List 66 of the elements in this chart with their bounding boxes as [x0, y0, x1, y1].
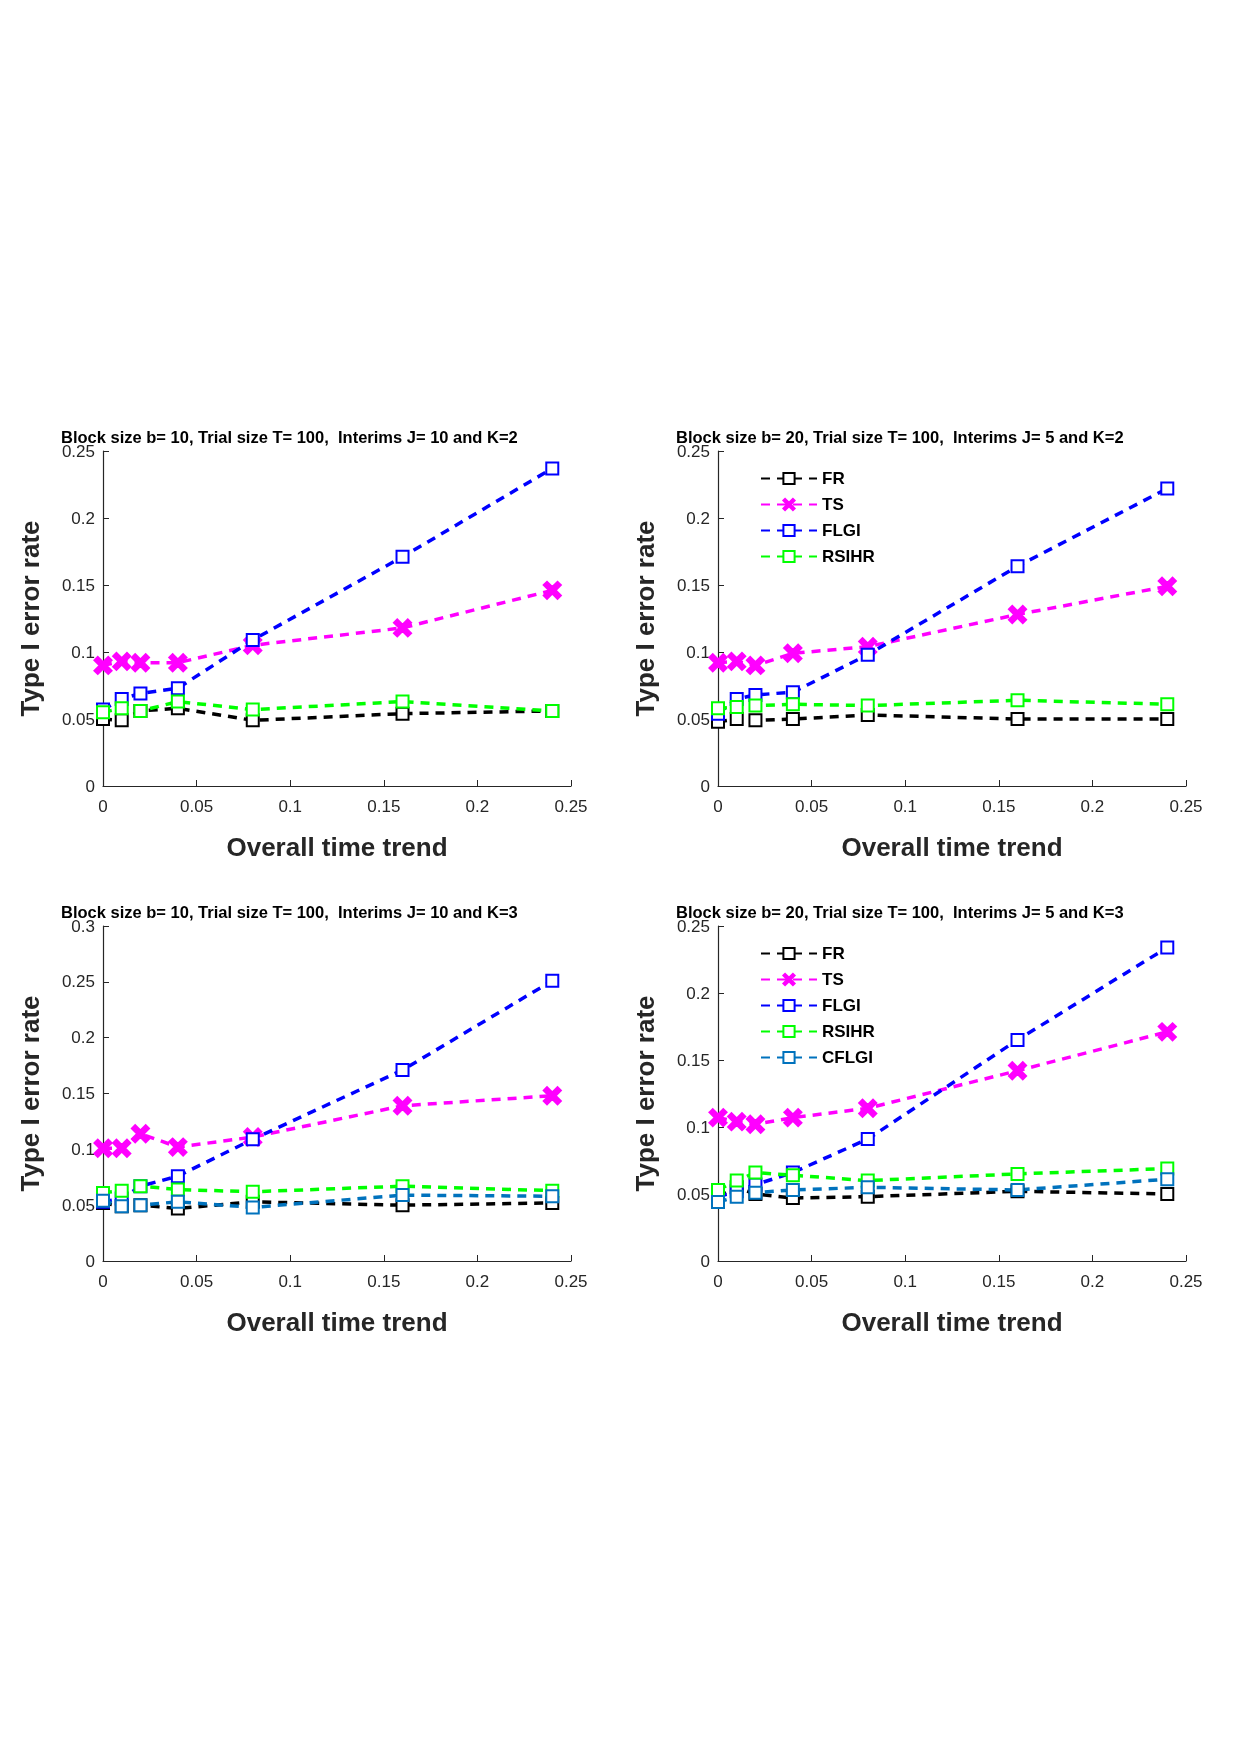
x-tick-label: 0.2 [465, 1272, 490, 1291]
x-tick-label: 0.15 [982, 797, 1016, 816]
y-tick-label: 0.2 [71, 1028, 95, 1048]
legend-label: TS [822, 495, 844, 514]
x-tick-label: 0.25 [1169, 1272, 1203, 1291]
y-tick-label: 0 [85, 776, 95, 796]
x-tick-label: 0.15 [982, 1272, 1016, 1291]
chart-title: Block size b= 10, Trial size T= 100, Interims J= 10 and K=3 [61, 902, 518, 921]
chart-title: Block size b= 10, Trial size T= 100, Interims J= 10 and K=2 [61, 427, 518, 446]
y-tick-label: 0.2 [686, 983, 710, 1003]
y-tick-label: 0.05 [676, 1184, 710, 1204]
y-tick-label: 0 [85, 1251, 95, 1271]
y-axis-title: Type I error rate [630, 520, 660, 717]
legend-label: RSIHR [822, 1022, 875, 1041]
x-tick-label: 0 [98, 797, 108, 816]
y-tick-label: 0.05 [61, 1195, 95, 1215]
x-tick-label: 0.1 [893, 797, 918, 816]
y-tick-label: 0.15 [676, 1050, 710, 1070]
x-tick-label: 0.1 [278, 797, 303, 816]
y-tick-label: 0.05 [61, 709, 95, 729]
y-tick-label: 0 [700, 1251, 710, 1271]
x-tick-label: 0 [713, 1272, 723, 1291]
x-tick-label: 0.05 [795, 797, 829, 816]
y-tick-label: 0.1 [686, 1117, 710, 1137]
legend-label: FLGI [822, 996, 861, 1015]
y-axis-title: Type I error rate [15, 995, 45, 1192]
y-tick-label: 0.15 [61, 1084, 95, 1103]
y-tick-label: 0.2 [71, 508, 95, 528]
legend-label: RSIHR [822, 547, 875, 566]
x-tick-label: 0.05 [180, 797, 214, 816]
x-tick-label: 0.2 [1080, 797, 1105, 816]
x-tick-label: 0.05 [795, 1272, 829, 1291]
y-tick-label: 0.15 [61, 575, 95, 595]
legend-label: CFLGI [822, 1048, 873, 1067]
x-tick-label: 0.05 [180, 1272, 214, 1291]
x-axis-title: Overall time trend [841, 832, 1063, 862]
x-tick-label: 0.1 [278, 1272, 303, 1291]
x-tick-label: 0.25 [554, 1272, 588, 1291]
y-axis-title: Type I error rate [630, 995, 660, 1192]
y-tick-label: 0.1 [686, 642, 710, 662]
y-tick-label: 0.25 [61, 972, 95, 992]
y-tick-label: 0.15 [676, 575, 710, 595]
y-tick-label: 0.1 [71, 1139, 95, 1159]
y-tick-label: 0.05 [676, 709, 710, 729]
x-axis-title: Overall time trend [226, 832, 448, 862]
legend-label: FR [822, 469, 845, 488]
x-tick-label: 0.25 [1169, 797, 1203, 816]
x-tick-label: 0.15 [367, 797, 401, 816]
y-tick-label: 0.2 [686, 508, 710, 528]
x-tick-label: 0.2 [465, 797, 490, 816]
x-axis-title: Overall time trend [226, 1307, 448, 1337]
legend-label: FR [822, 944, 845, 963]
x-tick-label: 0 [98, 1272, 108, 1291]
x-tick-label: 0 [713, 797, 723, 816]
legend-label: FLGI [822, 521, 861, 540]
x-tick-label: 0.15 [367, 1272, 401, 1291]
chart-title: Block size b= 20, Trial size T= 100, Interims J= 5 and K=3 [676, 902, 1124, 921]
x-tick-label: 0.1 [893, 1272, 918, 1291]
y-tick-label: 0 [700, 776, 710, 796]
chart-title: Block size b= 20, Trial size T= 100, Interims J= 5 and K=2 [676, 427, 1124, 446]
legend-label: TS [822, 970, 844, 989]
y-tick-label: 0.1 [71, 642, 95, 662]
x-axis-title: Overall time trend [841, 1307, 1063, 1337]
y-axis-title: Type I error rate [15, 520, 45, 717]
x-tick-label: 0.25 [554, 797, 588, 816]
x-tick-label: 0.2 [1080, 1272, 1105, 1291]
